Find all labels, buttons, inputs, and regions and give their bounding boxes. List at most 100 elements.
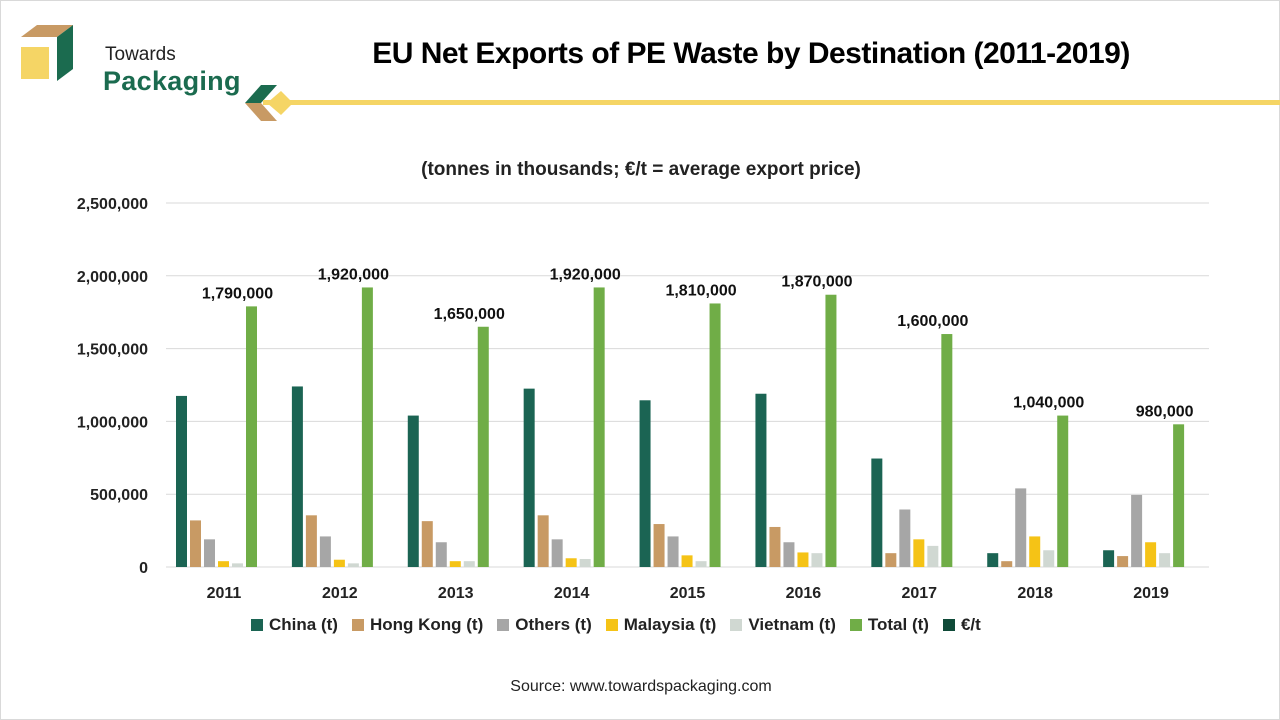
bar-malaysia-2013	[449, 561, 461, 567]
source-note: Source: www.towardspackaging.com	[510, 678, 772, 695]
y-tick-label: 0	[139, 560, 148, 577]
bar-hongkong-2016	[769, 526, 781, 567]
bar-vietnam-2012	[347, 563, 359, 567]
legend-item-china: China (t)	[251, 615, 338, 635]
bar-others-2018	[1015, 488, 1027, 567]
legend-label: China (t)	[269, 615, 338, 634]
legend-swatch	[251, 619, 263, 631]
y-tick-label: 2,000,000	[77, 269, 148, 286]
brand-logo: Towards Packaging	[19, 23, 240, 96]
x-tick-label: 2017	[901, 585, 937, 602]
x-tick-label: 2018	[1017, 585, 1053, 602]
data-label-2017: 1,600,000	[897, 313, 968, 330]
bar-china-2017	[871, 458, 883, 567]
brand-line1: Towards	[105, 44, 176, 65]
bar-others-2014	[551, 539, 563, 567]
bar-total-2012	[361, 287, 373, 567]
bar-hongkong-2011	[190, 520, 201, 567]
legend-swatch	[849, 619, 862, 631]
legend-label: €/t	[960, 615, 981, 634]
legend-label: Malaysia (t)	[623, 615, 717, 634]
bar-china-2011	[176, 395, 187, 567]
bar-total-2014	[593, 287, 605, 567]
bar-total-2011	[246, 306, 257, 567]
data-label-2013: 1,650,000	[434, 306, 505, 323]
data-label-2011: 1,790,000	[202, 285, 273, 302]
legend-item-total: Total (t)	[849, 615, 929, 635]
data-label-2018: 1,040,000	[1013, 395, 1084, 412]
chart-title: EU Net Exports of PE Waste by Destinatio…	[372, 37, 1130, 70]
bar-total-2019	[1173, 424, 1185, 567]
data-label-2016: 1,870,000	[781, 274, 852, 291]
bar-malaysia-2014	[565, 558, 577, 567]
legend-label: Total (t)	[867, 615, 929, 634]
legend-label: Hong Kong (t)	[369, 615, 484, 634]
x-tick-label: 2016	[786, 585, 822, 602]
x-tick-label: 2015	[670, 585, 706, 602]
bar-hongkong-2015	[653, 524, 665, 567]
x-tick-label: 2013	[438, 585, 474, 602]
bar-vietnam-2018	[1043, 550, 1055, 567]
bar-hongkong-2014	[537, 515, 549, 567]
data-label-2015: 1,810,000	[665, 282, 736, 299]
bar-others-2012	[319, 536, 331, 567]
bar-total-2016	[825, 294, 837, 567]
y-tick-label: 1,000,000	[77, 414, 148, 431]
bar-total-2017	[941, 334, 953, 567]
legend-swatch	[605, 619, 618, 631]
bar-china-2013	[407, 415, 419, 567]
bar-china-2018	[987, 553, 999, 567]
legend-swatch	[942, 619, 955, 631]
x-tick-label: 2014	[554, 585, 590, 602]
chart-subtitle: (tonnes in thousands; €/t = average expo…	[421, 159, 861, 180]
box-logo-icon	[21, 25, 73, 81]
bar-china-2019	[1103, 550, 1115, 567]
bar-total-2018	[1057, 415, 1069, 567]
bar-vietnam-2015	[695, 561, 707, 567]
bar-vietnam-2017	[927, 545, 939, 567]
legend-label: Vietnam (t)	[748, 615, 836, 634]
legend-swatch	[497, 619, 510, 631]
bar-vietnam-2014	[579, 558, 591, 567]
bar-china-2015	[639, 400, 651, 567]
bar-malaysia-2019	[1145, 542, 1157, 567]
bar-total-2013	[477, 326, 489, 567]
x-tick-label: 2019	[1133, 585, 1169, 602]
bar-hongkong-2017	[885, 553, 897, 567]
bar-vietnam-2011	[232, 563, 243, 567]
legend-label: Others (t)	[515, 615, 592, 634]
bar-others-2019	[1131, 494, 1143, 567]
data-label-2014: 1,920,000	[550, 266, 621, 283]
y-tick-label: 500,000	[90, 487, 148, 504]
legend-swatch	[730, 619, 743, 631]
legend-swatch	[351, 619, 364, 631]
bar-others-2013	[435, 542, 447, 567]
bar-hongkong-2012	[305, 515, 317, 567]
bar-hongkong-2019	[1117, 556, 1129, 567]
bar-vietnam-2019	[1159, 553, 1171, 567]
bar-vietnam-2013	[463, 561, 475, 567]
data-label-2012: 1,920,000	[318, 266, 389, 283]
bar-malaysia-2016	[797, 552, 809, 567]
legend-item-hongkong: Hong Kong (t)	[351, 615, 484, 635]
bar-chart: 0 500,000 1,000,000 1,500,000 2,000,000 2,500…	[77, 196, 1209, 602]
bar-hongkong-2018	[1001, 561, 1013, 567]
y-tick-label: 2,500,000	[77, 196, 148, 213]
bar-others-2016	[783, 542, 795, 567]
bar-china-2012	[291, 386, 303, 567]
title-underline	[263, 100, 1280, 105]
chart-legend: China (t) Hong Kong (t) Others (t) Malaysia…	[251, 615, 981, 635]
bar-malaysia-2011	[218, 561, 229, 567]
legend-item-others: Others (t)	[497, 615, 592, 635]
bar-total-2015	[709, 303, 721, 567]
bar-others-2011	[204, 539, 215, 567]
bar-vietnam-2016	[811, 553, 823, 567]
legend-item-malaysia: Malaysia (t)	[605, 615, 717, 635]
y-tick-label: 1,500,000	[77, 342, 148, 359]
x-tick-label: 2011	[207, 585, 242, 602]
bar-china-2014	[523, 388, 535, 567]
data-label-2019: 980,000	[1136, 403, 1194, 420]
bar-malaysia-2015	[681, 555, 693, 567]
bar-china-2016	[755, 393, 767, 567]
bar-malaysia-2012	[333, 559, 345, 567]
